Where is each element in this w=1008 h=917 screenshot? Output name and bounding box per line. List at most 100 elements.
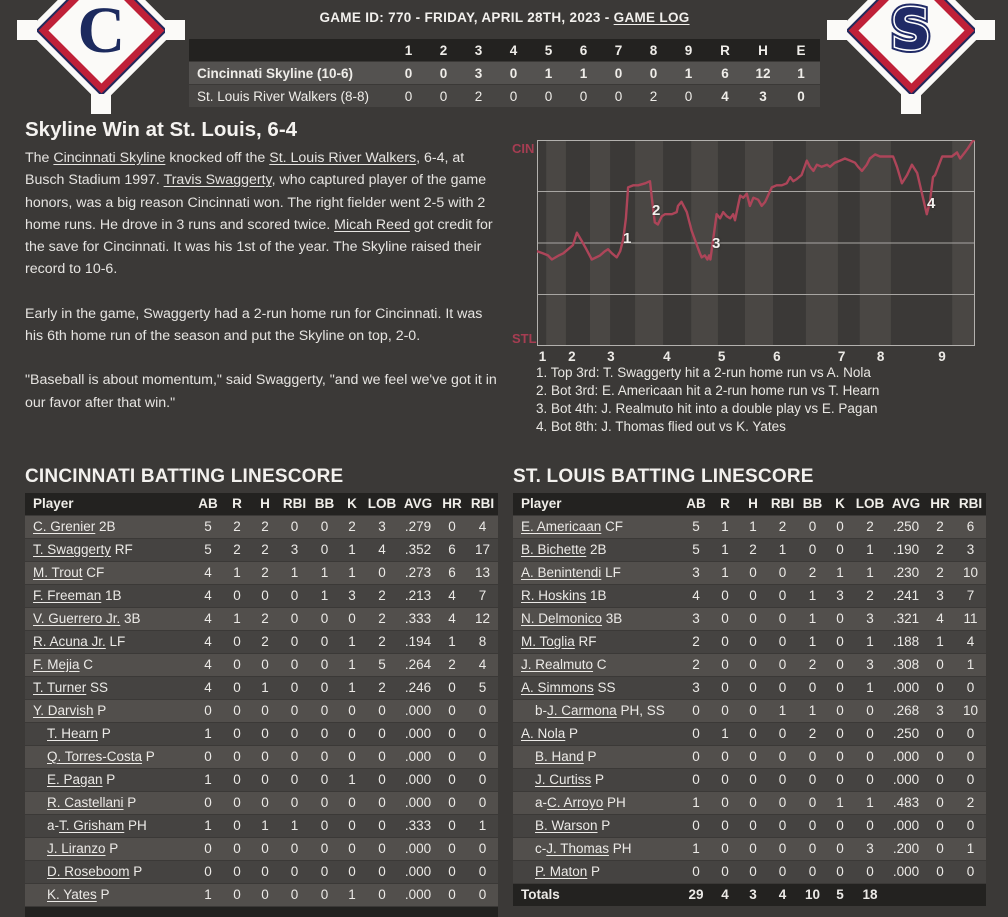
player-link[interactable]: J. Realmuto [521, 657, 594, 672]
player-link[interactable]: Y. Darvish [33, 703, 94, 718]
player-link[interactable]: R. Hoskins [521, 588, 587, 603]
player-link[interactable]: J. Liranzo [47, 841, 106, 856]
player-link[interactable]: M. Toglia [521, 634, 575, 649]
stlouis-batting-title: ST. LOUIS BATTING LINESCORE [513, 466, 814, 487]
table-row: T. Turner SS 4 0 1 0 0 1 2 .246 0 5 [25, 677, 498, 700]
game-log-link[interactable]: GAME LOG [613, 10, 690, 25]
player-link[interactable]: T. Grisham [59, 818, 125, 833]
player-link[interactable]: C. Grenier [33, 519, 96, 534]
stat-cell: 0 [320, 818, 329, 833]
stat-cell: 0 [261, 795, 269, 810]
player-position: P [102, 772, 116, 787]
inning-tick-label: 6 [773, 349, 781, 364]
player-link[interactable]: D. Roseboom [47, 864, 130, 879]
stat-cell: .264 [404, 657, 432, 672]
chart-event-marker: 1 [623, 230, 632, 247]
player-link[interactable]: E. Americaan [521, 519, 602, 534]
stat-cell: 5 [204, 542, 212, 557]
player-link[interactable]: J. Curtiss [535, 772, 592, 787]
stat-cell: 0 [261, 703, 269, 718]
player-link[interactable]: R. Castellani [47, 795, 124, 810]
table-row: c-J. Thomas PH 1 0 0 0 0 0 3 .200 0 1 [513, 838, 986, 861]
player-link[interactable]: P. Maton [535, 864, 588, 879]
player-cell: M. Trout CF [25, 562, 193, 584]
player-link[interactable]: E. Pagan [47, 772, 103, 787]
stat-cell: 0 [233, 749, 241, 764]
player-position: LF [601, 565, 621, 580]
player-link[interactable]: Q. Torres-Costa [47, 749, 143, 764]
stat-cell: 0 [478, 887, 487, 902]
scoreboard-cell: 0 [404, 88, 413, 104]
stat-cell: 0 [749, 795, 757, 810]
article-headline: Skyline Win at St. Louis, 6-4 [25, 118, 298, 141]
player-link[interactable]: F. Mejia [33, 657, 80, 672]
chart-ylabel-stl: STL [512, 331, 537, 346]
article-link[interactable]: Travis Swaggerty [163, 172, 272, 189]
table-row: R. Acuna Jr. LF 4 0 2 0 0 1 2 .194 1 8 [25, 631, 498, 654]
stat-cell: 1 [721, 542, 729, 557]
stat-cell: 4 [692, 588, 700, 603]
stat-cell: .188 [892, 634, 920, 649]
chart-event-item: 4. Bot 8th: J. Thomas flied out vs K. Ya… [536, 419, 786, 434]
player-link[interactable]: A. Benintendi [521, 565, 602, 580]
player-link[interactable]: M. Trout [33, 565, 83, 580]
player-link[interactable]: J. Thomas [546, 841, 610, 856]
player-cell: A. Benintendi LF [513, 562, 681, 584]
player-link[interactable]: F. Freeman [33, 588, 102, 603]
table-row: B. Warson P 0 0 0 0 0 0 0 .000 0 0 [513, 815, 986, 838]
player-link[interactable]: T. Swaggerty [33, 542, 112, 557]
stat-cell: 0 [808, 542, 817, 557]
player-link[interactable]: T. Hearn [47, 726, 99, 741]
stat-cell: 6 [448, 565, 456, 580]
player-link[interactable]: N. Delmonico [521, 611, 603, 626]
stat-cell: 3 [936, 703, 944, 718]
stat-cell: 0 [290, 749, 299, 764]
player-link[interactable]: B. Hand [535, 749, 584, 764]
stat-cell: 0 [721, 657, 729, 672]
stat-cell: 0 [749, 680, 757, 695]
stat-cell: 0 [204, 749, 212, 764]
player-link[interactable]: A. Simmons [521, 680, 594, 695]
stat-cell: 8 [478, 634, 487, 649]
table-row: Y. Darvish P 0 0 0 0 0 0 0 .000 0 0 [25, 700, 498, 723]
player-cell: T. Turner SS [25, 677, 193, 699]
inning-tick-label: 1 [538, 349, 547, 364]
stat-cell: 0 [692, 703, 700, 718]
stat-cell: 2 [936, 519, 944, 534]
player-link[interactable]: V. Guerrero Jr. [33, 611, 121, 626]
stat-cell: 2 [866, 588, 874, 603]
stat-cell: 0 [233, 634, 241, 649]
cincinnati-batting-table: Player AB R H RBI BB K LOB AVG HR RBI C. Grenier 2B… [25, 493, 498, 917]
stat-cell: .213 [404, 588, 432, 603]
stat-cell: 0 [836, 611, 844, 626]
stat-cell: 0 [348, 703, 356, 718]
stat-cell: 3 [378, 519, 386, 534]
player-link[interactable]: C. Arroyo [547, 795, 604, 810]
stat-cell: 1 [808, 611, 817, 626]
player-position: RF [111, 542, 133, 557]
stat-cell: 0 [448, 841, 456, 856]
batting-column-header: HR [442, 496, 462, 511]
stat-cell: 3 [866, 841, 874, 856]
player-link[interactable]: K. Yates [47, 887, 97, 902]
player-link[interactable]: A. Nola [521, 726, 566, 741]
article-link[interactable]: St. Louis River Walkers [269, 150, 417, 166]
player-cell: a-C. Arroyo PH [513, 792, 681, 814]
article-link[interactable]: Micah Reed [334, 216, 410, 233]
table-row: N. Delmonico 3B 3 0 0 0 1 0 3 .321 4 11 [513, 608, 986, 631]
stat-cell: 0 [778, 795, 787, 810]
player-link[interactable]: B. Bichette [521, 542, 587, 557]
player-link[interactable]: B. Warson [535, 818, 598, 833]
stat-cell: 0 [749, 588, 757, 603]
player-link[interactable]: T. Turner [33, 680, 87, 695]
player-link[interactable]: R. Acuna Jr. [33, 634, 106, 649]
stat-cell: 1 [348, 887, 356, 902]
stat-cell: 0 [778, 680, 787, 695]
stat-cell: .333 [404, 818, 432, 833]
article-link[interactable]: Cincinnati Skyline [53, 150, 166, 166]
player-position: P [98, 726, 111, 741]
stat-cell: 0 [808, 772, 817, 787]
player-link[interactable]: J. Carmona [547, 703, 617, 718]
chart-plot-area: 1 2 3 4 [537, 140, 975, 346]
stat-cell: 3 [866, 657, 874, 672]
